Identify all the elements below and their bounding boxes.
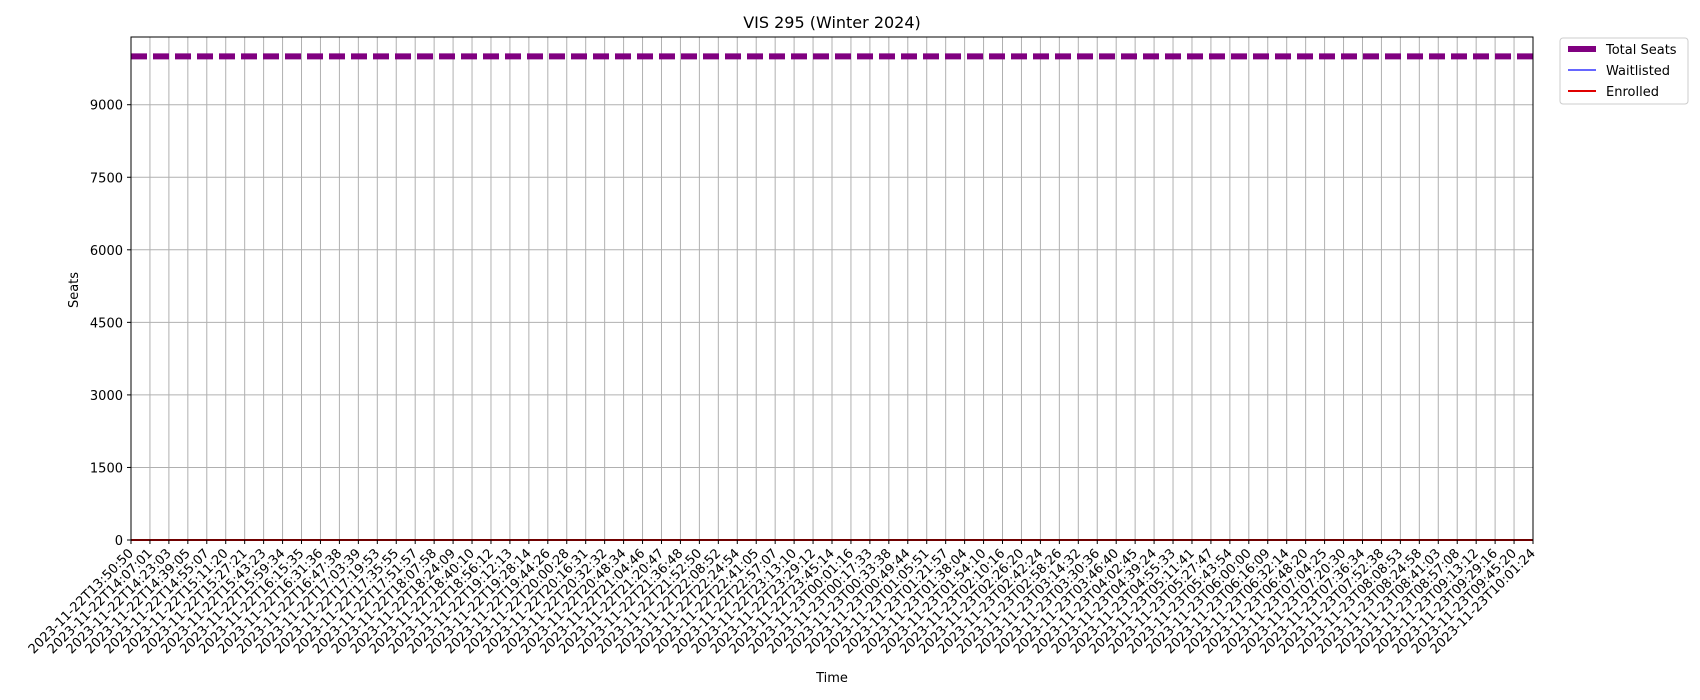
y-axis-ticks: 0 1500 3000 4500 6000 7500 9000 [90, 99, 131, 549]
legend: Total Seats Waitlisted Enrolled [1559, 37, 1689, 105]
x-axis-label: Time [815, 671, 848, 686]
chart-title: VIS 295 (Winter 2024) [743, 13, 921, 32]
y-tick-label: 3000 [90, 389, 123, 404]
grid [130, 37, 1534, 541]
y-tick-label: 6000 [90, 244, 123, 259]
legend-label: Total Seats [1605, 43, 1677, 58]
y-tick-label: 4500 [90, 316, 123, 331]
y-tick-label: 7500 [90, 171, 123, 186]
x-axis-ticks: 2023-11-22T13:50:502023-11-22T14:07:0120… [26, 540, 1539, 657]
y-axis-label: Seats [67, 272, 82, 308]
y-tick-label: 1500 [90, 461, 123, 476]
y-tick-label: 9000 [90, 99, 123, 114]
legend-label: Waitlisted [1606, 64, 1670, 79]
legend-frame [1559, 37, 1689, 105]
legend-label: Enrolled [1606, 85, 1659, 100]
y-tick-label: 0 [115, 534, 123, 549]
